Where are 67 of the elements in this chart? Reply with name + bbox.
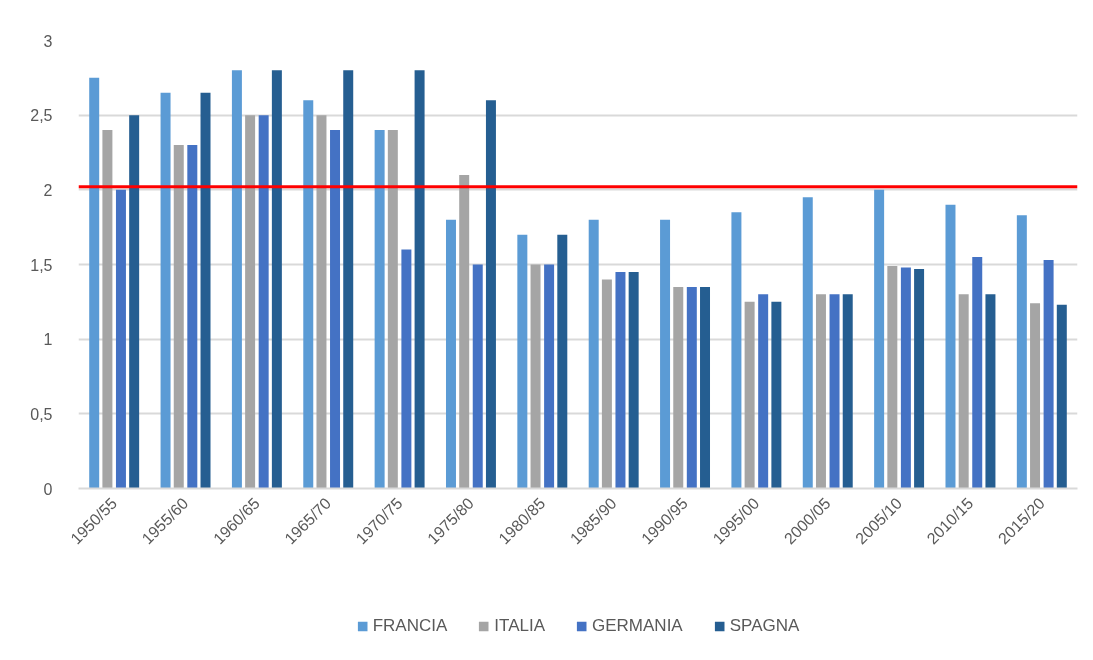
bar (517, 234, 528, 489)
bar (245, 115, 256, 489)
bar (115, 189, 126, 489)
bar (485, 100, 496, 489)
bar (1030, 303, 1041, 489)
bar (1056, 304, 1067, 489)
bar (387, 130, 398, 489)
bar (271, 70, 282, 489)
bar (615, 271, 626, 489)
bar (1043, 260, 1054, 489)
y-tick-label: 2 (43, 181, 53, 199)
bar (303, 100, 314, 489)
bar (700, 286, 711, 489)
bar (187, 145, 198, 489)
bar (628, 271, 639, 489)
bar (1016, 215, 1027, 489)
bar (914, 268, 925, 489)
bar (231, 70, 242, 489)
bar (900, 267, 911, 489)
bar (829, 294, 840, 489)
bar (544, 264, 555, 489)
y-tick-label: 1 (43, 331, 53, 349)
legend-label: ITALIA (494, 616, 546, 636)
y-tick-label: 0 (43, 480, 53, 498)
bar (374, 130, 385, 489)
bar (815, 294, 826, 489)
bar (557, 234, 568, 489)
bar (601, 279, 612, 489)
bar (129, 115, 140, 489)
bar (316, 115, 327, 489)
bar (89, 77, 100, 489)
bar (401, 249, 412, 489)
bar (459, 174, 470, 489)
bar (660, 219, 671, 489)
bar (758, 294, 769, 489)
bar (958, 294, 969, 489)
bar (160, 92, 171, 489)
bar (874, 189, 885, 489)
bar (887, 265, 898, 489)
bar (414, 70, 425, 489)
y-tick-label: 2,5 (30, 107, 53, 125)
y-tick-label: 3 (43, 32, 53, 50)
legend-label: SPAGNA (729, 616, 800, 636)
bar (200, 92, 211, 489)
bar (330, 130, 341, 489)
bar (673, 286, 684, 489)
bar (731, 212, 742, 489)
bar (258, 115, 269, 489)
legend-label: FRANCIA (372, 616, 448, 636)
bar (744, 301, 755, 489)
bar (472, 264, 483, 489)
bar (686, 286, 697, 489)
y-tick-label: 1,5 (30, 256, 53, 274)
bar (588, 219, 599, 489)
bar (985, 294, 996, 489)
legend-label: GERMANIA (592, 616, 683, 636)
bar (771, 301, 782, 489)
bar (343, 70, 354, 489)
y-tick-label: 0,5 (30, 405, 53, 423)
bar (445, 219, 456, 489)
bar (945, 204, 956, 489)
bar (102, 130, 113, 489)
bar (530, 264, 541, 489)
bar (972, 257, 983, 489)
bar (842, 294, 853, 489)
bar (802, 197, 813, 489)
bar (173, 145, 184, 489)
